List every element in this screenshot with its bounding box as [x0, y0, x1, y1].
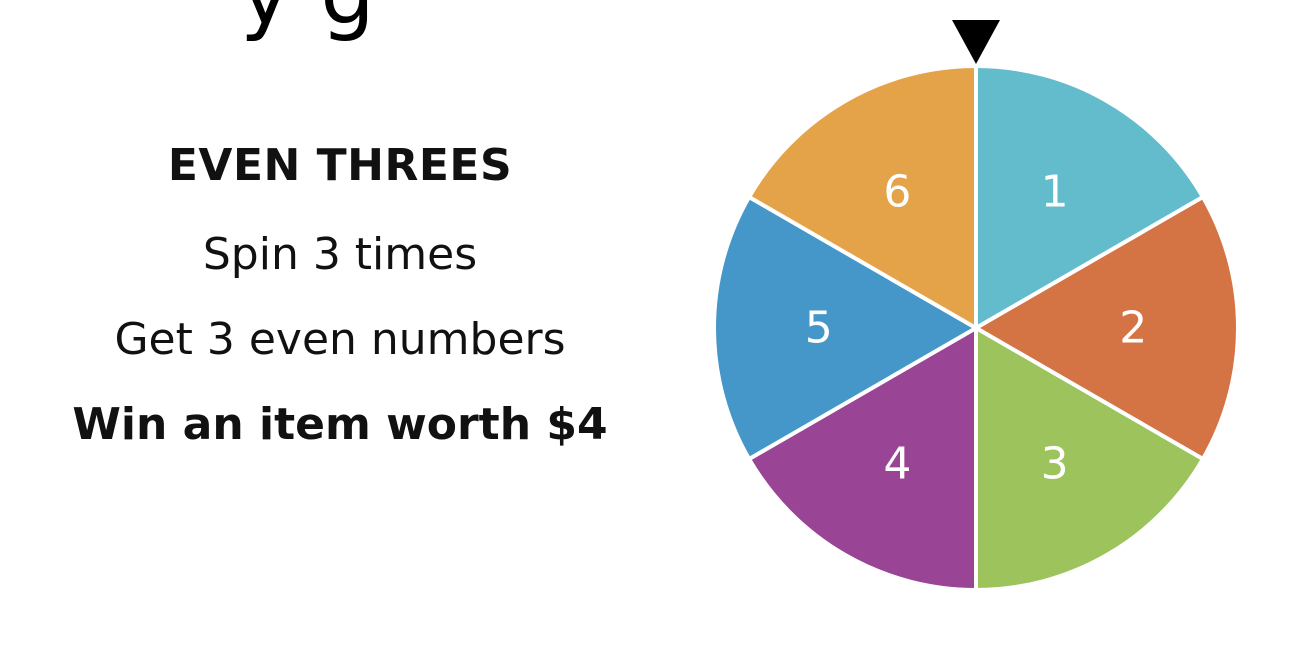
spinner-section-6: [747, 64, 978, 330]
game-title: EVEN THREES: [167, 140, 513, 191]
clipped-heading: y g: [240, 0, 376, 44]
spinner-section-2: [974, 195, 1240, 461]
spinner-section-4: [747, 326, 978, 592]
spinner-label-2: 2: [1119, 303, 1147, 354]
spinner-label-1: 1: [1041, 166, 1069, 217]
spinner-section-5: [712, 195, 978, 461]
rule-spin: Spin 3 times: [202, 229, 478, 280]
pointer-triangle-icon: [952, 20, 1000, 64]
spinner-labels: 1 2 3 4 5 6: [805, 166, 1147, 489]
prize-text: Win an item worth $4: [72, 399, 608, 450]
spinner-section-3: [974, 326, 1205, 592]
spinner-label-5: 5: [805, 303, 833, 354]
rule-get: Get 3 even numbers: [114, 314, 566, 365]
game-rules: EVEN THREES Spin 3 times Get 3 even numb…: [40, 140, 640, 450]
spinner-wheel: 1 2 3 4 5 6: [712, 20, 1240, 592]
spinner-label-4: 4: [883, 439, 911, 490]
spinner-sections: [712, 64, 1240, 592]
spinner-label-3: 3: [1041, 439, 1069, 490]
spinner-label-6: 6: [883, 166, 911, 217]
spinner-section-1: [974, 64, 1205, 330]
